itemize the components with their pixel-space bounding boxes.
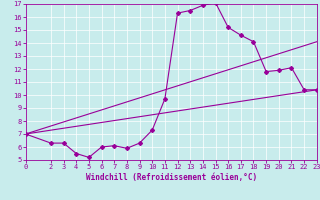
X-axis label: Windchill (Refroidissement éolien,°C): Windchill (Refroidissement éolien,°C)	[86, 173, 257, 182]
